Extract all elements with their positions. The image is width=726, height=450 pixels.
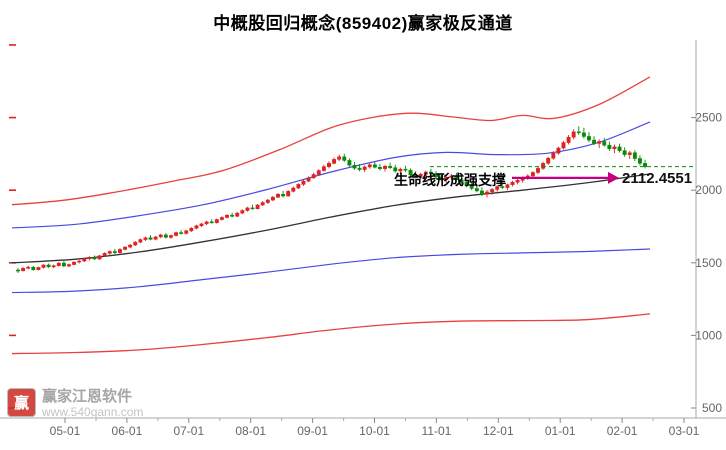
inner-lower-rail [11,248,651,294]
watermark: 赢 赢家江恩软件 www.540gann.com [7,388,143,419]
y-axis-labels: 2500 2000 1500 1000 500 [9,44,722,415]
software-name: 赢家江恩软件 [42,388,133,405]
candles-layer [16,126,648,273]
svg-text:2500: 2500 [695,111,722,125]
svg-text:10-01: 10-01 [359,424,390,438]
support-annotation-text: 生命线形成强支撑 [394,172,506,188]
x-axis-labels: 05-01 06-01 07-01 08-01 09-01 10-01 11-01 12-01… [50,418,700,438]
svg-text:06-01: 06-01 [112,424,143,438]
svg-text:01-01: 01-01 [545,424,576,438]
software-logo-glyph: 赢 [13,395,29,412]
svg-text:09-01: 09-01 [297,424,328,438]
svg-text:05-01: 05-01 [50,424,81,438]
chart-title: 中概股回归概念(859402)赢家极反通道 [213,14,513,33]
svg-text:11-01: 11-01 [421,424,451,438]
svg-text:2000: 2000 [695,183,722,197]
watermark-text: 赢家江恩软件 www.540gann.com [42,388,143,419]
svg-text:02-01: 02-01 [607,424,638,438]
axes [0,40,726,419]
svg-text:500: 500 [702,401,722,415]
inner-upper-rail [11,121,651,229]
support-arrow [512,171,619,184]
svg-text:03-01: 03-01 [669,424,700,438]
outer-upper-rail [11,76,651,206]
svg-text:12-01: 12-01 [483,424,514,438]
svg-text:1000: 1000 [695,328,722,342]
channel-lines [11,76,651,355]
lifeline-price-label: 2112.4551 [622,170,693,187]
software-url: www.540gann.com [42,405,144,419]
svg-text:07-01: 07-01 [173,424,204,438]
outer-lower-rail [11,313,651,355]
software-logo-icon: 赢 [7,388,36,417]
life-line [11,173,651,264]
svg-text:1500: 1500 [695,256,722,270]
svg-text:08-01: 08-01 [235,424,266,438]
